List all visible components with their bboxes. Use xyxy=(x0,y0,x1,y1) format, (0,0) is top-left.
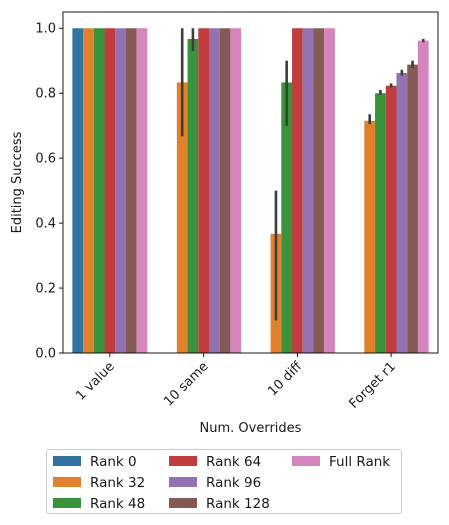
bar xyxy=(176,82,188,354)
legend-label: Rank 32 xyxy=(90,475,145,491)
bar xyxy=(396,73,408,353)
bar xyxy=(198,28,209,353)
plot-area xyxy=(62,11,439,354)
legend-label: Rank 128 xyxy=(206,496,270,512)
y-tick-label: 1.0 xyxy=(35,22,56,37)
bar xyxy=(281,82,293,354)
bar xyxy=(230,28,242,353)
legend-swatch xyxy=(53,498,81,508)
legend: Rank 0 Rank 32 Rank 48 Rank 64 Rank 96 Rank 1… xyxy=(46,449,402,514)
bar xyxy=(208,28,220,353)
x-axis: 1 value 10 same 10 diff Forget r1 xyxy=(73,353,399,412)
bar xyxy=(324,28,335,353)
x-tick-label: Forget r1 xyxy=(346,359,398,411)
bar xyxy=(219,28,231,353)
bar xyxy=(136,28,148,353)
y-tick-label: 0.8 xyxy=(35,87,56,102)
bar xyxy=(407,64,418,354)
bar xyxy=(187,38,199,354)
bar xyxy=(83,28,94,353)
plot-frame xyxy=(62,11,439,354)
legend-swatch xyxy=(169,456,197,466)
x-tick-label: 1 value xyxy=(73,359,117,403)
y-axis-label: Editing Success xyxy=(10,131,25,233)
bar xyxy=(302,28,314,353)
y-tick-label: 0.4 xyxy=(35,217,56,232)
y-axis: 0.0 0.2 0.4 0.6 0.8 1.0 xyxy=(35,22,63,362)
bar xyxy=(115,28,126,353)
legend-swatch xyxy=(53,456,81,466)
legend-label: Full Rank xyxy=(329,454,390,470)
bar xyxy=(72,28,84,353)
bar xyxy=(385,85,397,354)
bar xyxy=(375,93,386,353)
legend-swatch xyxy=(292,456,320,466)
x-axis-label: Num. Overrides xyxy=(200,421,302,436)
x-tick-label: 10 same xyxy=(161,359,211,409)
bar xyxy=(313,28,325,353)
y-tick-label: 0.0 xyxy=(35,347,56,362)
bar xyxy=(292,28,303,353)
bar xyxy=(104,28,116,353)
legend-swatch xyxy=(169,477,197,487)
x-tick-label: 10 diff xyxy=(265,358,306,399)
y-tick-label: 0.6 xyxy=(35,152,56,167)
bar xyxy=(417,40,429,354)
legend-label: Rank 64 xyxy=(206,454,261,470)
bar xyxy=(125,28,137,353)
legend-label: Rank 96 xyxy=(206,475,261,491)
bar xyxy=(364,120,376,354)
y-tick-label: 0.2 xyxy=(35,282,56,297)
legend-label: Rank 0 xyxy=(90,454,137,470)
legend-label: Rank 48 xyxy=(90,496,145,512)
legend-swatch xyxy=(169,498,197,508)
bar xyxy=(93,28,105,353)
legend-swatch xyxy=(53,477,81,487)
